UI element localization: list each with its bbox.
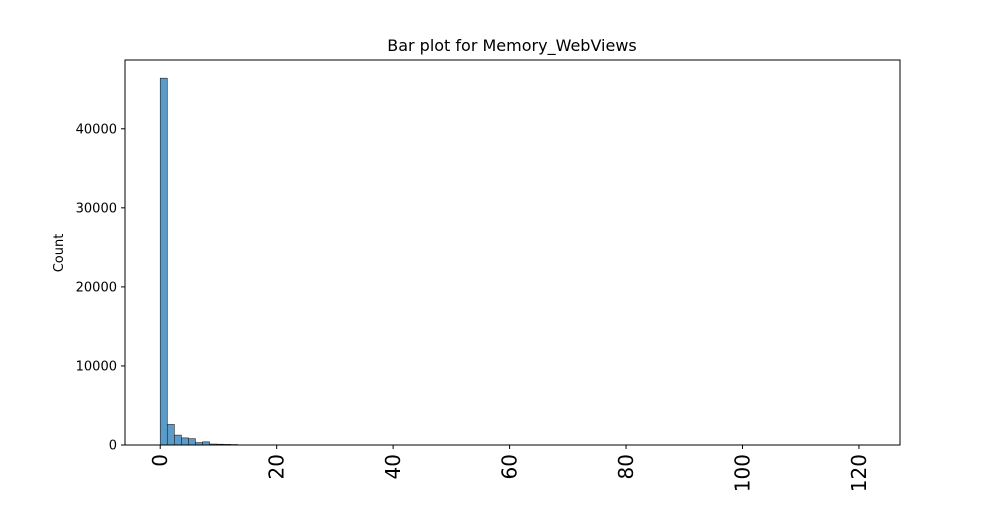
- bar: [160, 78, 167, 445]
- y-tick-label: 20000: [76, 280, 117, 295]
- y-tick-label: 40000: [76, 122, 117, 137]
- x-tick-label: 40: [381, 454, 405, 479]
- x-tick-label: 20: [265, 454, 289, 479]
- bars: [160, 78, 238, 445]
- x-tick-label: 100: [730, 454, 754, 492]
- y-tick-label: 30000: [76, 201, 117, 216]
- y-tick-label: 0: [109, 439, 117, 454]
- x-tick-label: 0: [148, 454, 172, 467]
- chart-title: Bar plot for Memory_WebViews: [387, 36, 637, 56]
- y-axis-label: Count: [52, 234, 67, 273]
- plot-frame: [125, 60, 900, 445]
- x-tick-label: 80: [614, 454, 638, 479]
- x-tick-label: 120: [847, 454, 871, 492]
- bar: [188, 439, 195, 445]
- bar: [174, 435, 181, 445]
- bar: [167, 424, 174, 445]
- bar: [181, 438, 188, 445]
- x-axis: 0 20 40 60 80 100 120: [148, 445, 871, 492]
- y-tick-label: 10000: [76, 359, 117, 374]
- x-tick-label: 60: [498, 454, 522, 479]
- y-axis: 0 10000 20000 30000 40000: [76, 122, 125, 453]
